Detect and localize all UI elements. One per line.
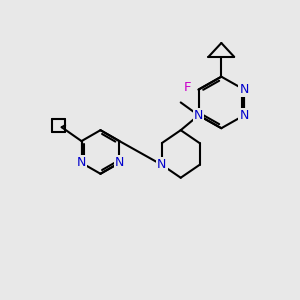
Text: N: N (157, 158, 167, 171)
Text: N: N (77, 156, 86, 170)
Text: N: N (115, 156, 124, 170)
Text: F: F (184, 81, 191, 94)
Text: N: N (194, 109, 203, 122)
Text: N: N (239, 109, 249, 122)
Text: N: N (239, 83, 249, 96)
